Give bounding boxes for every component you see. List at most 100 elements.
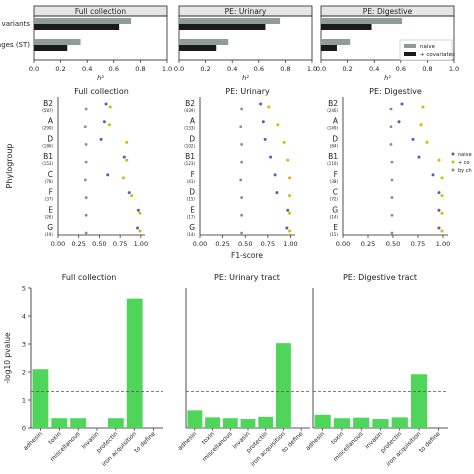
pval-bar [51,418,68,428]
f1-group-label: G [332,205,338,214]
f1-group-count: (149) [327,126,338,131]
h2-xlabel: h² [242,74,249,82]
f1-group-count: (19) [45,232,54,237]
f1-point-by-chance [83,178,87,182]
f1-point-covariates [276,123,280,127]
f1-group-count: (186) [42,143,53,148]
f1-point-naive [286,208,290,212]
f1-tick-label: 0.50 [238,240,252,248]
f1-group-count: (110) [327,161,338,166]
f1-group-label: B1 [328,152,338,161]
f1-point-by-chance [389,125,393,129]
h2-tick-label: 0.2 [342,65,352,73]
f1-panel-title: PE: Digestive [369,87,422,96]
f1-group-count: (37) [45,197,54,202]
f1-point-by-chance [390,196,394,199]
f1-point-covariates [288,176,292,180]
f1-point-naive [269,155,273,159]
f1-group-label: A [333,117,339,126]
h2-legend-label-covariates: + covariates [420,52,455,58]
f1-group-label: B2 [185,99,195,108]
f1-point-covariates [440,211,444,215]
f1-group-count: (587) [42,108,53,113]
f1-legend-by-chance-label: by ch [458,168,472,174]
h2-legend: naive + covariates [399,39,455,61]
f1-point-covariates [288,194,292,198]
pval-panel-title: Full collection [62,273,117,282]
pval-bar [205,417,221,428]
f1-point-by-chance [240,231,244,235]
h2-tick-label: 1.0 [449,65,459,73]
f1-point-naive [437,226,441,230]
f1-group-count: (123) [184,161,195,166]
f1-group-count: (17) [187,214,196,219]
f1-point-covariates [282,140,286,144]
f1-group-label: G [189,223,195,232]
f1-point-covariates [288,211,292,215]
h2-tick-label: 0.0 [174,65,184,73]
pval-ylabel: -log10 pvalue [3,332,12,384]
h2-category-label: ages (ST) [0,41,30,49]
f1-point-by-chance [84,231,88,235]
pval-tick-label: 1 [22,397,26,405]
h2-bar-naive [34,39,81,45]
f1-group-count: (153) [42,161,53,166]
h2-tick-label: 0.2 [55,65,65,73]
pval-tick-label: 4 [22,313,26,321]
f1-point-naive [122,155,126,159]
h2-tick-label: 0.2 [200,65,210,73]
f1-group-label: C [333,188,338,197]
h2-bar-covariates [34,24,120,30]
pval-category-label: to define [418,430,442,454]
f1-point-covariates [425,140,429,144]
f1-group-label: B1 [43,152,53,161]
h2-axes-frame [33,15,168,61]
f1-point-covariates [437,158,441,162]
f1-point-covariates [421,105,425,109]
f1-point-naive [263,137,267,141]
f1-point-covariates [267,105,271,109]
f1-group-label: E [48,205,53,214]
h2-tick-label: 0.8 [135,65,145,73]
f1-point-covariates [125,140,129,144]
f1-point-by-chance [84,213,88,217]
pval-bar [70,418,87,428]
pval-category-label: toxin [201,430,217,446]
f1-point-covariates [138,229,142,233]
f1-panel-title: PE: Urinary [225,87,270,96]
f1-group-label: B2 [43,99,53,108]
pval-bar [240,419,256,428]
pval-bar [333,418,351,428]
f1-tick-label: 1.00 [283,240,297,248]
f1-point-naive [102,120,106,124]
f1-point-covariates [288,229,292,233]
h2-tick-label: 0.0 [29,65,39,73]
f1-group-count: (246) [327,108,338,113]
f1-legend-naive-label: naive [458,152,472,158]
f1-group-count: (15) [330,232,339,237]
pval-tick-label: 5 [22,285,26,293]
f1-point-covariates [108,105,112,109]
f1-group-label: E [333,223,338,232]
f1-group-count: (84) [330,143,339,148]
f1-point-covariates [440,194,444,198]
h2-bar-naive [34,18,132,24]
f1-point-naive [99,137,103,141]
h2-xlabel: h² [97,74,104,82]
f1-point-covariates [107,123,111,127]
h2-bar-naive [321,18,403,24]
pval-bar [258,416,274,428]
h2-axes-frame [178,15,313,61]
pval-tick-label: 2 [22,369,26,377]
h2-tick-label: 0.8 [422,65,432,73]
f1-tick-label: 0.75 [113,240,127,248]
h2-tick-label: 0.4 [82,65,92,73]
f1-tick-label: 0.75 [411,240,425,248]
pval-bar [126,298,143,428]
h2-bar-covariates [179,24,266,30]
h2-legend-swatch-covariates [404,52,416,56]
f1-panel-0: Full collection B2(587) A(290) D(186) B1(153… [42,87,148,248]
